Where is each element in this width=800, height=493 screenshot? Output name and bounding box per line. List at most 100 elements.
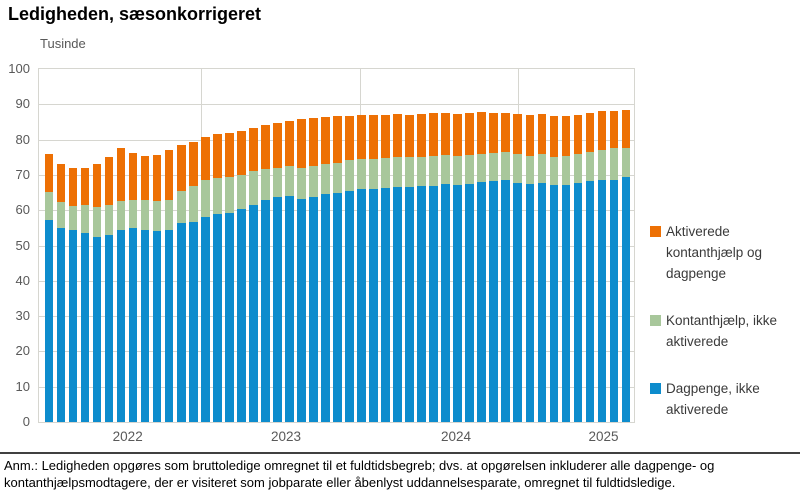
bar-segment xyxy=(188,186,198,222)
legend: Aktiverede kontanthjælp og dagpenge Kont… xyxy=(650,221,798,446)
bar-segment xyxy=(465,154,474,184)
bar-segment xyxy=(381,157,390,188)
bar-segment xyxy=(465,183,474,422)
bar-segment xyxy=(477,112,486,154)
legend-item-kontanthjaelp: Kontanthjælp, ikke aktiverede xyxy=(650,310,798,352)
plot-area: 2022 2023 2024 2025 xyxy=(38,68,635,444)
bar-segment xyxy=(369,189,378,422)
bar-segment xyxy=(237,130,246,175)
bar-segment xyxy=(357,114,366,160)
legend-label: Aktiverede kontanthjælp og dagpenge xyxy=(666,224,763,281)
x-axis-year-label: 2022 xyxy=(112,429,143,444)
bar-segment xyxy=(237,209,246,422)
bar-segment xyxy=(104,156,114,205)
bar-segment xyxy=(453,184,462,422)
bar-segment xyxy=(597,111,607,151)
bar-segment xyxy=(537,113,547,155)
bar-segment xyxy=(164,200,174,231)
bar-segment xyxy=(92,164,102,207)
bar-segment xyxy=(345,115,354,161)
bar-segment xyxy=(321,116,330,165)
bar-segment xyxy=(585,113,595,152)
bar-segment xyxy=(333,162,342,193)
bar-segment xyxy=(609,148,619,180)
bar-segment xyxy=(597,150,607,181)
bar-segment xyxy=(405,157,414,187)
bar-segment xyxy=(176,190,186,224)
bar-segment xyxy=(561,155,571,186)
bar-segment xyxy=(417,186,426,422)
bar-segment xyxy=(369,158,378,190)
bar-segment xyxy=(261,168,270,200)
bar-segment xyxy=(477,181,486,422)
bar-segment xyxy=(621,109,631,148)
bar-segment xyxy=(513,182,523,422)
legend-swatch-green-icon xyxy=(650,315,661,326)
bar-segment xyxy=(116,201,126,231)
bar-segment xyxy=(261,125,270,169)
bar-segment xyxy=(501,180,511,422)
bar-segment xyxy=(525,183,535,422)
bar-segment xyxy=(549,184,559,422)
bar-segment xyxy=(104,234,114,422)
bar-segment xyxy=(573,183,583,422)
bar-segment xyxy=(116,230,126,422)
bar-segment xyxy=(429,155,438,186)
y-axis-unit-label: Tusinde xyxy=(40,36,86,51)
bar-segment xyxy=(561,185,571,422)
bar-segment xyxy=(453,155,462,185)
bar-segment xyxy=(297,198,306,422)
bar-segment xyxy=(309,166,318,197)
bar-segment xyxy=(44,153,54,192)
bar-segment xyxy=(489,153,499,181)
bar-segment xyxy=(152,154,162,202)
bar-segment xyxy=(140,230,150,422)
bar-segment xyxy=(585,180,595,422)
bar-segment xyxy=(285,121,294,167)
bar-segment xyxy=(597,180,607,422)
bar-segment xyxy=(417,156,426,187)
bar-segment xyxy=(537,182,547,422)
bar-segment xyxy=(309,117,318,167)
bar-segment xyxy=(140,155,150,201)
y-tick-label: 10 xyxy=(15,378,30,394)
bar-segment xyxy=(321,193,330,422)
bar-segment xyxy=(56,164,66,202)
bar-segment xyxy=(465,112,474,155)
bar-segment xyxy=(92,237,102,422)
bar-segment xyxy=(261,199,270,422)
bar-segment xyxy=(200,216,210,422)
x-axis-year-label: 2025 xyxy=(588,429,619,444)
bar-segment xyxy=(273,197,282,422)
bar-segment xyxy=(116,148,126,202)
bar-segment xyxy=(585,151,595,181)
bar-segment xyxy=(68,205,78,231)
bar-segment xyxy=(297,167,306,199)
bar-segment xyxy=(44,191,54,220)
bar-segment xyxy=(80,167,90,205)
x-axis-year-label: 2024 xyxy=(440,429,472,444)
bar-segment xyxy=(561,115,571,156)
bar-segment xyxy=(333,192,342,422)
bar-segment xyxy=(80,233,90,422)
bar-segment xyxy=(537,154,547,183)
bar-segment xyxy=(92,206,102,238)
chart-title: Ledigheden, sæsonkorrigeret xyxy=(8,4,262,24)
bar-segment xyxy=(405,186,414,422)
bar-segment xyxy=(549,156,559,185)
bar-segment xyxy=(501,112,511,153)
bar-segment xyxy=(44,219,54,422)
legend-swatch-orange-icon xyxy=(650,226,661,237)
bar-segment xyxy=(176,145,186,191)
bar-segment xyxy=(621,147,631,178)
legend-swatch-blue-icon xyxy=(650,383,661,394)
bar-segment xyxy=(549,115,559,157)
bar-segment xyxy=(212,134,222,179)
bar-segment xyxy=(501,152,511,181)
bar-segment xyxy=(212,214,222,422)
bar-segment xyxy=(573,114,583,155)
bar-segment xyxy=(441,184,450,422)
bar-segment xyxy=(56,201,66,229)
bar-segment xyxy=(489,113,499,154)
bar-segment xyxy=(212,178,222,215)
